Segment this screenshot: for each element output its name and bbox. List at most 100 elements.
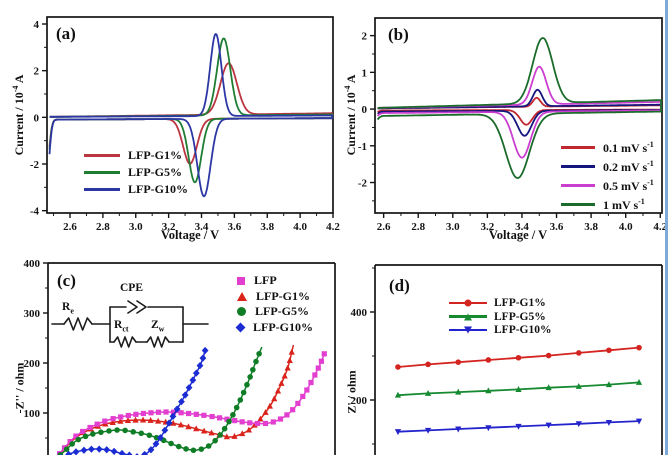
- tick-label: 0: [362, 104, 368, 116]
- rate-02-line-swatch: [561, 165, 595, 168]
- zw-base: Z: [151, 319, 159, 331]
- triangle-up-marker-icon: [464, 313, 472, 321]
- tick-label: 2.8: [411, 221, 425, 233]
- legend-label: LFP-G10%: [494, 324, 552, 337]
- tick-label: 400: [24, 258, 41, 270]
- nyquist-LFP-G5: [57, 346, 263, 455]
- legend-label: LFP-G1%: [128, 148, 182, 162]
- tick-label: 3.6: [228, 221, 242, 233]
- panel-b-ylabel-sup: -4: [343, 85, 352, 93]
- zline-LFP-G10: [394, 418, 643, 436]
- legend-item-lfp-g10: LFP-G10%: [449, 323, 552, 337]
- rct-sub: ct: [122, 324, 129, 334]
- tick-label: 0: [34, 112, 40, 124]
- rate-02-label: 0.2 mV s: [603, 159, 648, 174]
- tick-label: 400: [351, 307, 368, 319]
- re-sub: e: [70, 306, 74, 316]
- tick-label: 3.2: [162, 221, 176, 233]
- circle-marker-icon: [237, 307, 246, 317]
- panel-b-ylabel-base: Current / 10: [344, 92, 358, 156]
- rct-base: R: [114, 319, 123, 331]
- tick-label: 3.6: [550, 221, 564, 233]
- lfp-g10-line-swatch: [84, 188, 120, 191]
- panel-b-letter: (b): [388, 25, 409, 44]
- circuit-zw-label: Zw: [151, 319, 164, 333]
- legend-label: LFP-G5%: [494, 310, 546, 323]
- legend-label: LFP-G5%: [255, 304, 309, 319]
- legend-item-rate-1: 1 mV s-1: [561, 195, 654, 214]
- rate-1-line-swatch: [561, 203, 595, 206]
- tick-label: 2.8: [96, 221, 110, 233]
- triangle-down-marker-icon: [464, 326, 472, 334]
- panel-a-ylabel-unit: A: [12, 74, 26, 86]
- rate-01-sup: -1: [647, 139, 654, 149]
- legend-label: LFP-G1%: [494, 296, 546, 309]
- legend-item-lfp-g10: LFP-G10%: [84, 181, 188, 198]
- tick-label: 3.4: [515, 221, 529, 233]
- panel-b-frame: [374, 17, 663, 214]
- panel-c-legend: LFP LFP-G1% LFP-G5% LFP-G10%: [235, 273, 313, 336]
- tick-label: 4.2: [326, 221, 340, 233]
- rate-02-sup: -1: [647, 158, 654, 168]
- panel-c-letter: (c): [57, 271, 76, 290]
- cv-curve-LFP-G10: [48, 33, 334, 198]
- tick-label: 4.0: [619, 221, 633, 233]
- panel-a-ylabel-base: Current / 10: [12, 92, 26, 156]
- tick-label: -4: [30, 206, 40, 218]
- legend-label: LFP-G5%: [128, 165, 182, 179]
- legend-label: LFP: [254, 273, 277, 288]
- tick-label: -1: [358, 141, 367, 153]
- circuit-cpe-label: CPE: [120, 282, 143, 294]
- cv-curve-1mVs-1: [376, 37, 662, 179]
- tick-label: 300: [24, 308, 41, 320]
- circuit-rct-label: Rct: [114, 319, 129, 333]
- tick-label: -2: [358, 178, 368, 190]
- diamond-marker-icon: [235, 322, 246, 333]
- legend-item-lfp: LFP: [237, 273, 313, 289]
- panel-a-legend: LFP-G1% LFP-G5% LFP-G10%: [84, 147, 188, 198]
- tick-label: 200: [24, 358, 41, 370]
- rate-1-label: 1 mV s: [603, 197, 639, 212]
- tick-label: 100: [24, 408, 41, 420]
- tick-label: 3.0: [129, 221, 143, 233]
- square-marker-icon: [237, 276, 245, 285]
- tick-label: 4.0: [293, 221, 307, 233]
- rate-01-line-swatch: [561, 146, 595, 149]
- legend-label: LFP-G1%: [256, 288, 310, 303]
- lfp-g10-line-swatch: [449, 326, 487, 334]
- rate-05-sup: -1: [647, 177, 654, 187]
- lfp-g5-line-swatch: [449, 313, 487, 321]
- legend-item-rate-01: 0.1 mV s-1: [561, 138, 654, 157]
- panel-b-ylabel-unit: A: [344, 74, 358, 86]
- panel-d-ylabel: Z' / ohm: [344, 370, 359, 414]
- tick-label: 2: [34, 66, 40, 78]
- equivalent-circuit-inset: [51, 300, 209, 348]
- tick-label: 4.2: [653, 221, 667, 233]
- circuit-re-label: Re: [62, 301, 74, 315]
- panel-a-xlabel: Voltage / V: [160, 228, 220, 242]
- tick-label: 3.4: [195, 221, 209, 233]
- legend-item-rate-02: 0.2 mV s-1: [561, 157, 654, 176]
- lfp-g1-line-swatch: [449, 299, 487, 307]
- panel-b-xlabel: Voltage / V: [488, 228, 548, 242]
- panel-b-legend: 0.1 mV s-1 0.2 mV s-1 0.5 mV s-1 1 mV s-…: [561, 138, 654, 214]
- legend-label: 1 mV s-1: [603, 197, 645, 213]
- zline-LFP-G5: [394, 379, 643, 398]
- tick-label: 2.6: [63, 221, 77, 233]
- legend-item-lfp-g5: LFP-G5%: [237, 304, 313, 320]
- panel-b-ylabel: Current / 10-4 A: [343, 75, 359, 156]
- screenshot-right-edge-strip: [665, 0, 668, 455]
- panel-c-ylabel: -Z'' / ohm: [12, 362, 27, 414]
- legend-item-lfp-g10: LFP-G10%: [235, 319, 313, 336]
- lfp-g1-line-swatch: [84, 154, 120, 157]
- legend-item-rate-05: 0.5 mV s-1: [561, 176, 654, 195]
- legend-label: 0.1 mV s-1: [603, 140, 654, 156]
- tick-label: 3.0: [446, 221, 460, 233]
- legend-label: 0.2 mV s-1: [603, 159, 654, 175]
- legend-item-lfp-g5: LFP-G5%: [449, 310, 552, 324]
- rate-1-sup: -1: [638, 196, 645, 206]
- panel-a-ylabel: Current / 10-4 A: [11, 75, 27, 156]
- panel-a-letter: (a): [56, 24, 76, 43]
- legend-label: LFP-G10%: [253, 319, 313, 334]
